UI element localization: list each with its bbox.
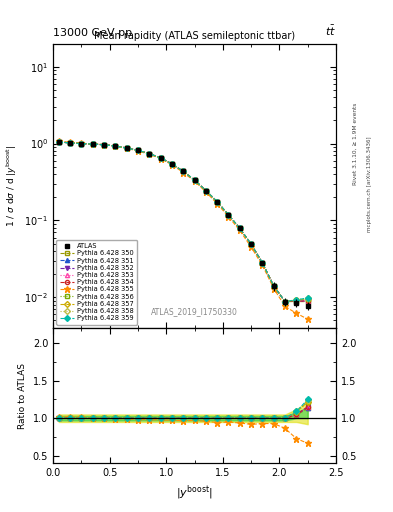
- Title: Mean rapidity (ATLAS semileptonic ttbar): Mean rapidity (ATLAS semileptonic ttbar): [94, 31, 295, 41]
- Text: mcplots.cern.ch [arXiv:1306.3436]: mcplots.cern.ch [arXiv:1306.3436]: [367, 137, 372, 232]
- Legend: ATLAS, Pythia 6.428 350, Pythia 6.428 351, Pythia 6.428 352, Pythia 6.428 353, P: ATLAS, Pythia 6.428 350, Pythia 6.428 35…: [56, 240, 137, 325]
- Text: $t\bar{t}$: $t\bar{t}$: [325, 24, 336, 38]
- Text: ATLAS_2019_I1750330: ATLAS_2019_I1750330: [151, 308, 238, 316]
- Text: 13000 GeV pp: 13000 GeV pp: [53, 28, 132, 38]
- X-axis label: $|y^{\rm boost}|$: $|y^{\rm boost}|$: [176, 484, 213, 502]
- Y-axis label: Ratio to ATLAS: Ratio to ATLAS: [18, 362, 27, 429]
- Y-axis label: 1 / $\sigma$ d$\sigma$ / d $|y^{\rm boost}|$: 1 / $\sigma$ d$\sigma$ / d $|y^{\rm boos…: [4, 145, 19, 227]
- Text: Rivet 3.1.10, ≥ 1.9M events: Rivet 3.1.10, ≥ 1.9M events: [353, 102, 358, 184]
